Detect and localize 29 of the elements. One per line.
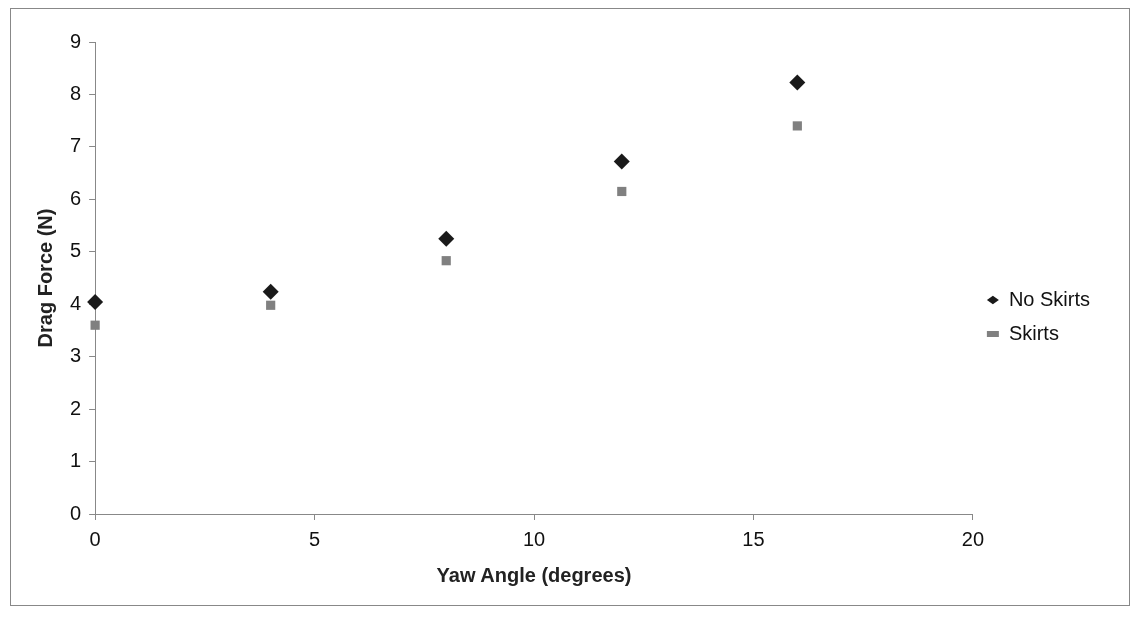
x-tick-label: 5 <box>309 527 321 550</box>
point <box>789 74 806 91</box>
point <box>617 186 627 197</box>
y-tick-label: 9 <box>70 29 82 52</box>
x-axis-title: Yaw Angle (degrees) <box>436 563 632 586</box>
y-tick-label: 5 <box>70 239 82 262</box>
y-tick-label: 4 <box>70 291 82 314</box>
x-tick-label: 0 <box>89 527 101 550</box>
y-tick-label: 0 <box>70 501 82 524</box>
point <box>438 230 455 247</box>
y-axis-title: Drag Force (N) <box>33 208 56 348</box>
y-tick-label: 6 <box>70 186 82 209</box>
point <box>441 256 451 266</box>
y-tick-label: 1 <box>70 449 82 472</box>
y-tick-label: 2 <box>70 396 82 419</box>
point <box>266 300 276 310</box>
y-tick-label: 7 <box>70 134 82 157</box>
x-tick-label: 15 <box>742 527 765 550</box>
point <box>87 294 104 311</box>
point <box>613 153 630 170</box>
point <box>792 121 802 131</box>
y-tick-label: 3 <box>70 344 82 367</box>
legend-label: Skirts <box>1008 321 1059 344</box>
x-tick-label: 10 <box>522 527 546 550</box>
x-tick-label: 20 <box>961 527 984 550</box>
point <box>262 283 279 300</box>
legend-label: No Skirts <box>1008 287 1090 310</box>
point <box>90 320 100 330</box>
y-tick-label: 8 <box>70 81 82 104</box>
